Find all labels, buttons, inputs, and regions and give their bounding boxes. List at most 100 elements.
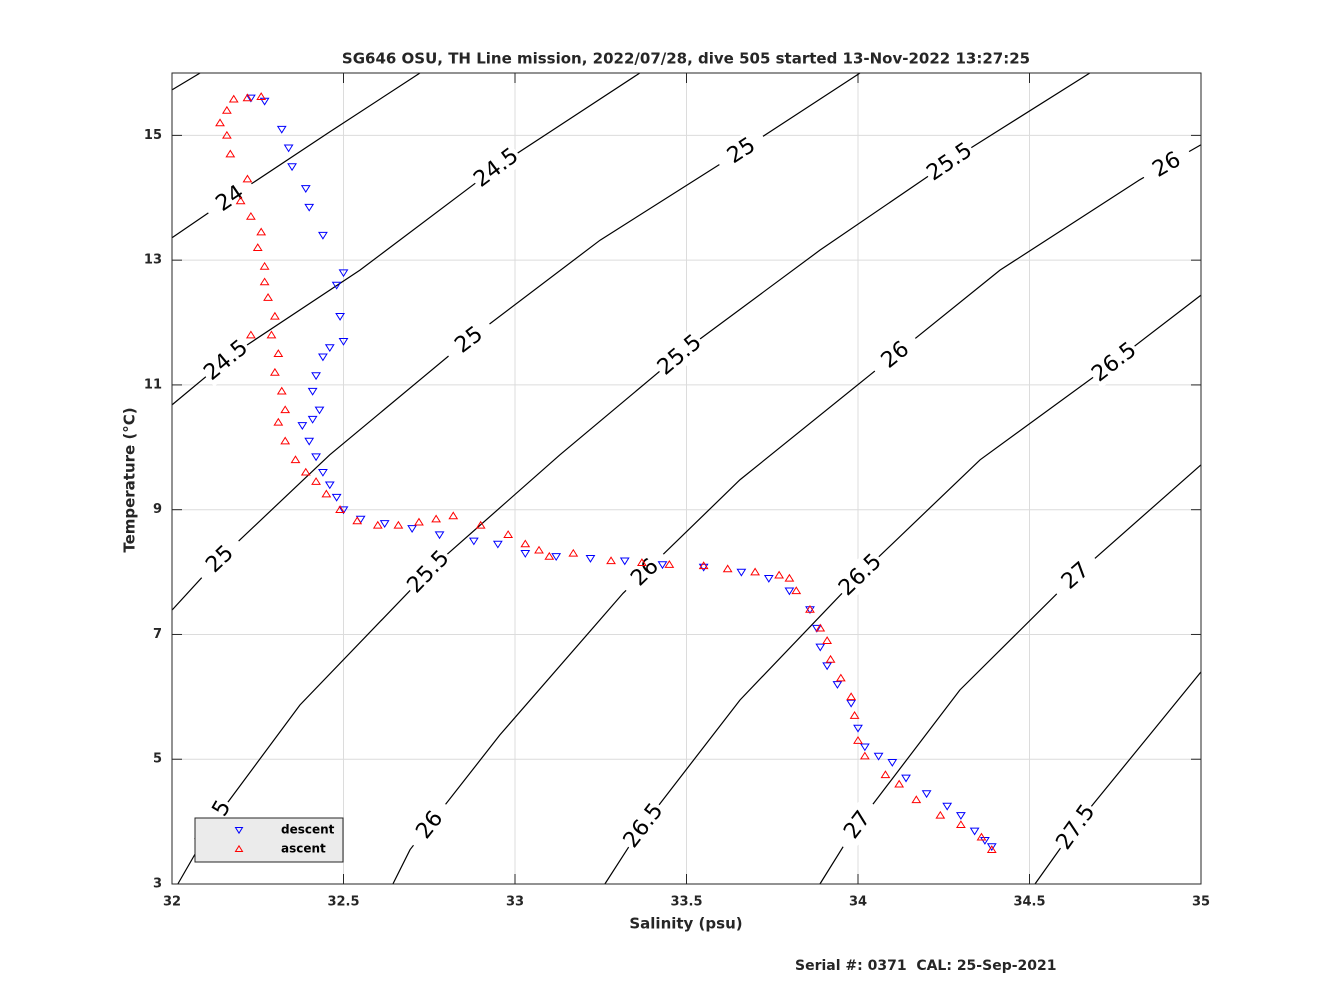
data-point [266,330,277,339]
y-tick-label: 7 [153,627,162,642]
data-point [492,540,503,549]
contour-label-bg [617,544,673,600]
contour-label-bg [400,543,456,600]
data-point [520,550,531,558]
chart-title: SG646 OSU, TH Line mission, 2022/07/28, … [342,50,1030,68]
data-point [276,125,287,134]
data-point [750,567,761,576]
data-point [846,699,857,708]
data-point [955,820,966,829]
data-point [318,353,328,362]
y-tick-label: 13 [144,253,162,268]
data-point [307,415,318,424]
data-point [393,520,404,529]
data-point [269,367,280,376]
density-contour [1034,671,1202,885]
x-tick-label: 35 [1192,895,1210,910]
data-point [414,517,424,526]
data-point [259,261,270,270]
contour-label-bg [651,328,708,382]
data-point [215,118,225,127]
plot-frame [171,72,1202,885]
data-point [637,558,647,567]
contour-label-bg [197,333,255,387]
x-tick-label: 32.5 [327,895,359,910]
contour-label-group: 27 [1047,548,1104,603]
data-point [304,437,315,446]
data-point [976,832,987,841]
data-point [935,810,946,819]
data-point [520,539,531,548]
footer: Serial #: 0371 CAL: 25-Sep-2021 [795,958,1057,974]
data-point [873,752,884,761]
data-point [283,144,294,153]
contour-label-group: 24.5 [467,141,525,194]
data-point [791,586,802,595]
data-point [304,203,315,212]
data-point [894,779,905,788]
data-point [911,795,922,804]
data-point [822,662,833,671]
data-point [503,530,514,538]
legend-label: ascent [281,842,326,856]
data-point [832,681,843,689]
data-point [969,827,980,836]
contour-label-bg [403,796,456,854]
data-point [273,417,284,426]
x-tick-label: 34.5 [1013,895,1045,910]
data-point [256,92,267,101]
data-point [980,837,990,845]
density-contour [604,294,1202,885]
data-point [664,560,675,568]
data-point [448,511,459,520]
contour-label-group: 24.5 [197,333,255,387]
density-contour [392,144,1202,885]
data-point [245,94,256,103]
data-point [225,149,236,158]
data-point [297,422,308,431]
data-point [290,455,301,464]
contour-label-bg [1085,335,1143,389]
data-point [352,516,363,525]
data-point [314,406,325,415]
data-point [434,531,445,540]
data-point [568,548,579,557]
y-tick-label: 11 [144,377,162,392]
data-point [221,130,232,139]
data-point [331,493,342,502]
data-point [585,555,596,563]
contour-label-bg [831,796,884,854]
y-tick-label: 5 [153,752,162,767]
data-point [657,561,668,570]
data-point [784,573,795,582]
data-point [468,537,479,546]
data-point [338,269,349,278]
data-point [311,477,321,485]
contour-label-bg [201,172,259,224]
contour-label-group: 24 [201,172,259,224]
data-point [986,845,997,853]
data-point [321,489,332,498]
data-point [355,515,366,524]
data-point [256,227,267,236]
x-tick-label: 34 [849,895,867,910]
contour-label-bg [1049,798,1102,856]
data-point [287,163,297,172]
data-point [263,293,273,301]
contour-label-bg [920,136,979,188]
data-point [372,520,383,529]
data-point [252,243,263,251]
data-point [774,570,785,579]
data-point [815,623,826,632]
data-point [245,330,256,339]
contour-label-bg [866,328,924,382]
contour-label-bg [712,125,771,176]
data-point [338,337,349,346]
contour-label-bg [1137,140,1196,189]
contour-label-group: 25.5 [920,136,979,188]
data-point [835,673,846,682]
data-point [955,812,966,820]
contour-label-group: 25.5 [651,328,708,382]
data-point [901,774,911,783]
